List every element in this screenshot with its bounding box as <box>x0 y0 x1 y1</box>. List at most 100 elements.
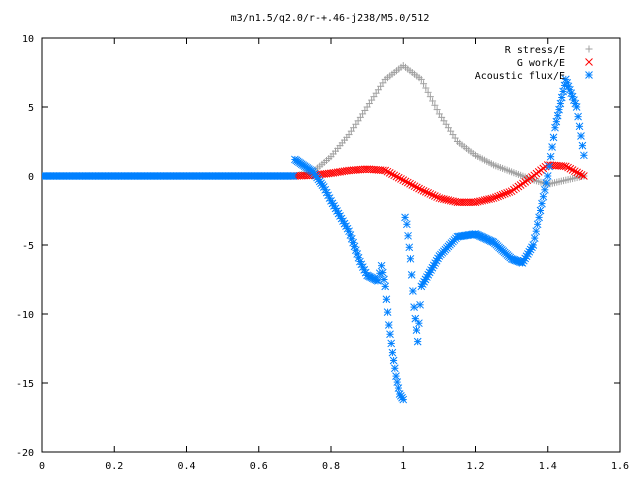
data-point <box>440 195 448 203</box>
y-tick-label: -15 <box>16 379 34 390</box>
data-point <box>390 364 399 373</box>
data-point <box>551 123 559 132</box>
data-point <box>399 176 408 184</box>
data-point <box>580 172 588 180</box>
data-point <box>552 117 561 126</box>
x-tick-label: 1 <box>400 461 406 472</box>
data-point <box>530 234 539 242</box>
legend-marker <box>585 71 593 79</box>
data-point <box>388 170 396 178</box>
axes: 0 0.2 0.4 0.6 0.8 1 1.2 1.4 1.6 -20 -15 -10 -5 0 5 10 <box>16 34 629 472</box>
data-point <box>433 106 441 114</box>
series-1 <box>291 161 588 207</box>
data-point <box>378 268 387 277</box>
data-point <box>575 169 584 178</box>
x-tick-label: 0.4 <box>177 461 195 472</box>
data-point <box>410 303 418 311</box>
data-point <box>392 172 401 181</box>
data-point <box>380 275 388 284</box>
data-point <box>561 162 570 171</box>
data-point <box>564 163 572 172</box>
data-point <box>570 167 579 176</box>
data-point <box>538 199 546 208</box>
data-point <box>426 93 434 101</box>
data-point <box>401 177 410 186</box>
data-point <box>505 188 514 196</box>
data-point <box>489 194 498 202</box>
data-point <box>415 319 423 328</box>
data-point <box>411 314 420 323</box>
data-point <box>532 227 541 236</box>
data-point <box>417 185 426 194</box>
data-point <box>541 185 549 194</box>
x-tick-label: 0.2 <box>105 461 123 472</box>
data-point <box>394 173 403 182</box>
data-point <box>421 188 430 196</box>
y-tick-label: 10 <box>22 34 34 45</box>
legend-label: Acoustic flux/E <box>475 71 565 82</box>
data-point <box>383 308 392 317</box>
data-point <box>405 243 414 252</box>
data-point <box>549 133 558 142</box>
data-point <box>392 372 400 380</box>
series-0 <box>291 62 588 188</box>
data-point <box>536 206 545 215</box>
data-point <box>566 164 575 173</box>
data-point <box>383 167 392 176</box>
data-point <box>580 151 588 160</box>
data-point <box>384 321 393 329</box>
data-point <box>572 103 581 111</box>
data-point <box>539 192 548 201</box>
data-point <box>573 168 581 177</box>
data-point <box>548 143 556 151</box>
data-point <box>412 326 421 334</box>
data-point <box>382 295 391 304</box>
data-point <box>377 261 386 270</box>
data-point <box>553 111 562 120</box>
y-tick-label: -10 <box>16 310 34 321</box>
data-point <box>388 348 397 357</box>
data-point <box>543 172 552 180</box>
data-point <box>575 122 584 131</box>
x-tick-label: 0.8 <box>322 461 340 472</box>
data-point <box>387 339 396 348</box>
data-point <box>420 80 428 88</box>
data-point <box>289 172 298 180</box>
data-point <box>568 166 577 174</box>
data-point <box>491 193 500 202</box>
data-point <box>577 170 586 179</box>
data-point <box>424 189 432 197</box>
data-point <box>406 254 415 263</box>
data-point <box>487 194 496 203</box>
data-point <box>545 162 554 171</box>
data-point <box>401 213 409 222</box>
data-point <box>485 195 493 203</box>
data-point <box>408 181 417 189</box>
data-point <box>546 152 555 161</box>
data-point <box>496 191 505 200</box>
data-point <box>480 196 489 205</box>
data-point <box>482 195 491 204</box>
data-point <box>542 179 551 187</box>
data-point <box>535 213 543 222</box>
data-point <box>471 198 480 207</box>
data-point <box>473 197 482 206</box>
data-point <box>415 184 423 193</box>
data-point <box>410 182 419 191</box>
data-point <box>419 186 428 195</box>
series-layer <box>42 62 588 404</box>
legend-label: G work/E <box>517 58 565 69</box>
series-2 <box>42 75 588 404</box>
legend-marker <box>585 45 593 53</box>
data-point <box>435 194 444 202</box>
data-point <box>426 190 435 198</box>
data-point <box>394 384 403 392</box>
data-point <box>374 277 382 285</box>
data-point <box>406 179 414 188</box>
data-point <box>555 105 563 114</box>
data-point <box>556 99 565 108</box>
x-tick-label: 0.6 <box>250 461 268 472</box>
data-point <box>417 75 425 83</box>
data-point <box>449 197 457 206</box>
